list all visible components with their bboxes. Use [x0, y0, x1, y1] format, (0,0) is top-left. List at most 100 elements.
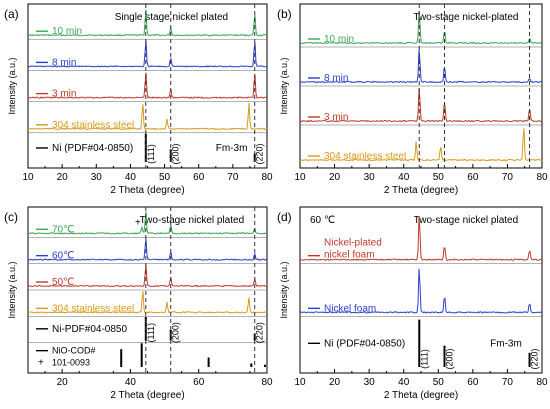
x-tick-label: 10 [294, 377, 306, 388]
legend-label: 304 stainless steel [324, 151, 406, 162]
reference-label: Ni-PDF#04-0850 [52, 324, 127, 335]
x-tick-label: 10 [22, 172, 34, 183]
series-line [27, 291, 268, 314]
legend-label: 10 min [52, 26, 82, 37]
x-tick-label: 60 [193, 172, 205, 183]
x-tick-label: 80 [261, 172, 273, 183]
legend-label: 50℃ [52, 277, 74, 288]
legend-label: 8 min [52, 57, 76, 68]
nio-marker: + [135, 217, 141, 228]
hkl-label: (220) [530, 348, 540, 369]
hkl-label: (200) [445, 348, 455, 369]
series-line [27, 72, 268, 99]
panel-label: (a) [4, 7, 19, 21]
y-axis-label: Intensity (a.u.) [279, 261, 289, 318]
x-tick-label: 30 [364, 377, 376, 388]
chart-panel-4: (d) 10 20 30 40 50 60 70 80 2 Theta (degree) Inten… [277, 206, 548, 401]
series-line [299, 128, 543, 162]
panel-label: (d) [277, 210, 292, 224]
series-line [27, 40, 268, 68]
reference-pattern: (111) (200) (220) Ni (PDF#04-0850) Fm-3m [36, 133, 265, 165]
x-axis-label: 2 Theta (degree) [110, 185, 184, 196]
legend-label: 60℃ [52, 251, 74, 262]
x-tick-label: 40 [125, 172, 137, 183]
legend-label: Nickel foam [324, 303, 376, 314]
series-line [27, 264, 268, 288]
hkl-label: (220) [255, 143, 265, 164]
legend-label: 70℃ [52, 224, 74, 235]
space-group-label: Fm-3m [490, 338, 522, 349]
series-line [27, 102, 268, 131]
hkl-label: (220) [255, 322, 265, 343]
chart-title: Single stage nickel plated [115, 12, 228, 23]
reference-pattern: (111) (200) (220) Ni-PDF#04-0850 [36, 316, 265, 343]
hkl-label: (111) [146, 323, 156, 343]
chart-panel-1: (a) 10 20 30 40 50 60 70 80 2 Theta (degree) Inten… [4, 3, 273, 196]
reference-label: Ni (PDF#04-0850) [52, 143, 133, 154]
y-axis-label: Intensity (a.u.) [7, 261, 17, 318]
panel-label: (c) [4, 210, 18, 224]
panel-label: (b) [277, 7, 292, 21]
reference2-label-line2: 101-0093 [52, 358, 90, 368]
space-group-label: Fm-3m [216, 143, 248, 154]
series-line [299, 10, 543, 45]
x-tick-label: 60 [467, 377, 479, 388]
series-line [28, 9, 268, 37]
x-tick-label: 20 [57, 377, 69, 388]
x-tick-label: 70 [227, 172, 239, 183]
reference-pattern: (111) (200) (220) Ni (PDF#04-0850) Fm-3m [308, 319, 540, 370]
x-axis-label: 2 Theta (degree) [384, 185, 458, 196]
y-axis-label: Intensity (a.u.) [7, 57, 17, 114]
legend-label: 304 stainless steel [52, 303, 134, 314]
x-axis-label: 2 Theta (degree) [110, 390, 184, 401]
chart-title: Two-stage nickel-plated [413, 12, 518, 23]
reference2-label: NiO-COD# [52, 346, 96, 356]
legend-label: 3 min [52, 89, 76, 100]
hkl-label: (111) [146, 144, 156, 164]
series-line [27, 238, 268, 261]
legend-label: 3 min [324, 112, 348, 123]
x-tick-label: 50 [433, 377, 445, 388]
legend-label-line2: nickel foam [324, 250, 375, 261]
chart-panel-2: (b) 10 20 30 40 50 60 70 80 2 Theta (degree) Inten… [277, 3, 548, 196]
x-tick-label: 80 [261, 377, 273, 388]
x-tick-label: 30 [364, 172, 376, 183]
x-axis-label: 2 Theta (degree) [384, 390, 458, 401]
x-tick-label: 20 [57, 172, 69, 183]
x-tick-label: 70 [502, 377, 514, 388]
x-tick-label: 50 [159, 172, 171, 183]
reference-label: Ni (PDF#04-0850) [324, 338, 405, 349]
legend-label: 8 min [324, 73, 348, 84]
x-tick-label: 80 [536, 172, 548, 183]
x-tick-label: 10 [294, 172, 306, 183]
x-tick-label: 60 [193, 377, 205, 388]
hkl-label: (111) [419, 349, 429, 369]
x-tick-label: 50 [433, 172, 445, 183]
x-tick-label: 40 [398, 172, 410, 183]
x-tick-label: 20 [329, 172, 341, 183]
chart-title: Two-stage nickel plated [140, 215, 245, 226]
x-tick-label: 40 [398, 377, 410, 388]
series-line [299, 268, 543, 314]
x-tick-label: 80 [536, 377, 548, 388]
x-tick-label: 30 [91, 172, 103, 183]
x-tick-label: 70 [502, 172, 514, 183]
reference-pattern-nio: NiO-COD# + 101-0093 [36, 343, 266, 369]
series-line [299, 88, 543, 123]
legend-label: 304 stainless steel [52, 120, 134, 131]
legend-label: 10 min [324, 34, 354, 45]
chart-panel-3: (c) 20 40 60 80 2 Theta (degree) Intensity (a.… [4, 206, 273, 401]
hkl-label: (200) [171, 322, 181, 343]
y-axis-label: Intensity (a.u.) [279, 57, 289, 114]
hkl-label: (200) [171, 143, 181, 164]
reference2-marker: + [38, 358, 44, 369]
x-tick-label: 20 [329, 377, 341, 388]
series-line [27, 211, 268, 235]
series-line [299, 216, 543, 261]
x-tick-label: 60 [467, 172, 479, 183]
legend-label: Nickel-plated [324, 238, 382, 249]
temperature-label: 60 ℃ [310, 215, 335, 226]
chart-title: Two-stage nickel plated [414, 215, 519, 226]
x-tick-label: 40 [125, 377, 137, 388]
